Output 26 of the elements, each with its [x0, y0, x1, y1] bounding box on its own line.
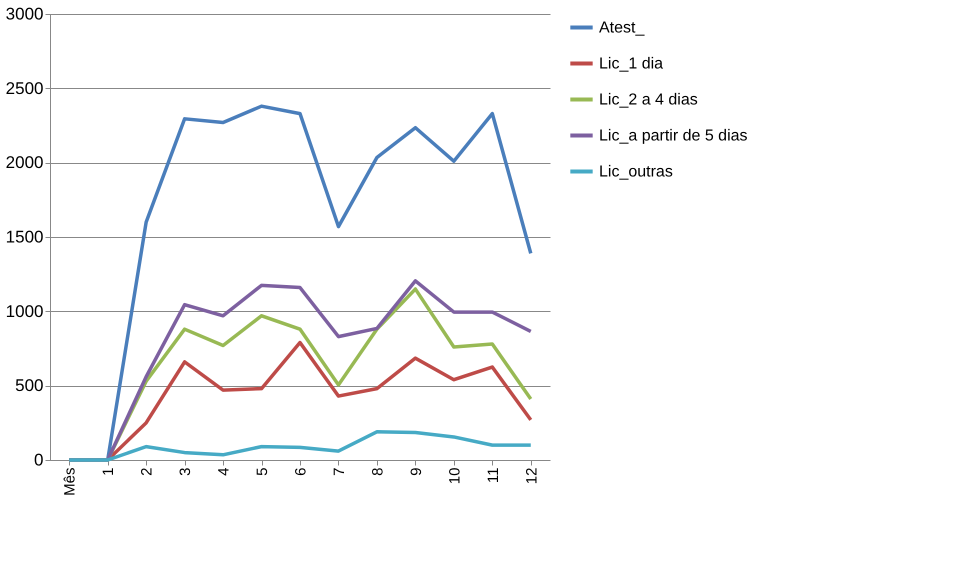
y-tick-label: 3000 — [6, 4, 44, 24]
x-tick-label: 8 — [369, 468, 386, 476]
x-tick-label: 3 — [177, 468, 194, 476]
y-tick-label: 1500 — [6, 228, 44, 246]
y-tick-label: 0 — [34, 450, 44, 470]
legend-label: Atest_ — [599, 20, 646, 36]
x-tick-label: 6 — [292, 468, 310, 476]
x-tick-label: 11 — [484, 468, 502, 484]
legend-label: Lic_1 dia — [599, 56, 664, 72]
x-tick-label: 10 — [446, 468, 464, 484]
x-tick-label: 9 — [408, 468, 425, 476]
line-series — [67, 430, 533, 462]
x-tick-label: 12 — [523, 468, 540, 484]
x-tick-label: 4 — [216, 468, 233, 476]
y-tick-label: 2000 — [6, 153, 44, 172]
x-tick-label: 2 — [138, 468, 156, 476]
legend-label: Lic_2 a 4 dias — [599, 92, 698, 108]
y-tick-label: 2500 — [6, 78, 44, 98]
y-tick-label: 500 — [15, 376, 44, 396]
y-tick-label: 1000 — [6, 302, 44, 321]
legend-label: Lic_outras — [599, 164, 673, 180]
x-tick-label: 7 — [330, 468, 348, 476]
legend-label: Lic_a partir de 5 dias — [599, 128, 748, 144]
x-tick-label: 5 — [254, 468, 272, 476]
x-tick-label: Mês — [62, 468, 79, 496]
x-tick-label: 1 — [100, 468, 118, 476]
